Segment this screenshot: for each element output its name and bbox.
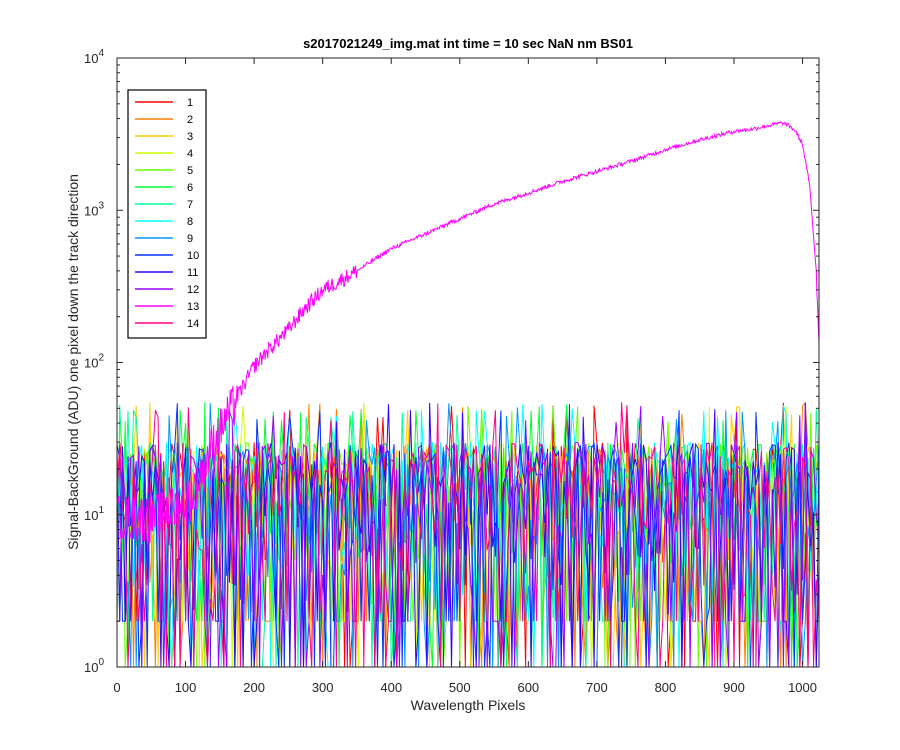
x-axis-title: Wavelength Pixels	[411, 697, 526, 713]
y-axis-title: Signal-BackGround (ADU) one pixel down t…	[65, 174, 81, 550]
legend-label-8: 8	[187, 216, 193, 228]
legend-label-1: 1	[187, 97, 193, 109]
y-tick-label: 102	[84, 353, 104, 371]
y-tick-label: 101	[84, 505, 104, 523]
legend-label-7: 7	[187, 199, 193, 211]
x-tick-label: 1000	[788, 680, 817, 695]
legend-label-6: 6	[187, 182, 193, 194]
legend-label-14: 14	[187, 318, 199, 330]
series-line-13	[117, 121, 819, 543]
x-tick-label: 700	[586, 680, 608, 695]
legend-box	[127, 89, 207, 339]
x-tick-label: 200	[243, 680, 265, 695]
x-tick-label: 100	[175, 680, 197, 695]
legend-label-11: 11	[187, 267, 198, 279]
x-tick-label: 300	[312, 680, 334, 695]
legend-label-5: 5	[187, 165, 193, 177]
x-tick-label: 600	[517, 680, 539, 695]
legend-label-4: 4	[187, 148, 193, 160]
legend-label-3: 3	[187, 131, 193, 143]
legend-label-2: 2	[187, 114, 193, 126]
series-line-14	[117, 402, 819, 667]
y-tick-label: 100	[84, 657, 104, 675]
legend-label-13: 13	[187, 301, 199, 313]
y-tick-label: 104	[84, 48, 104, 66]
y-tick-label: 103	[84, 200, 104, 218]
x-tick-label: 500	[449, 680, 471, 695]
x-tick-label: 0	[113, 680, 120, 695]
x-tick-label: 400	[380, 680, 402, 695]
legend-label-12: 12	[187, 284, 199, 296]
x-tick-label: 800	[655, 680, 677, 695]
chart-title: s2017021249_img.mat int time = 10 sec Na…	[303, 36, 633, 51]
plot-area	[117, 121, 819, 667]
x-tick-label: 900	[723, 680, 745, 695]
legend-label-10: 10	[187, 250, 199, 262]
legend-label-9: 9	[187, 233, 193, 245]
series-line-8	[117, 404, 819, 667]
